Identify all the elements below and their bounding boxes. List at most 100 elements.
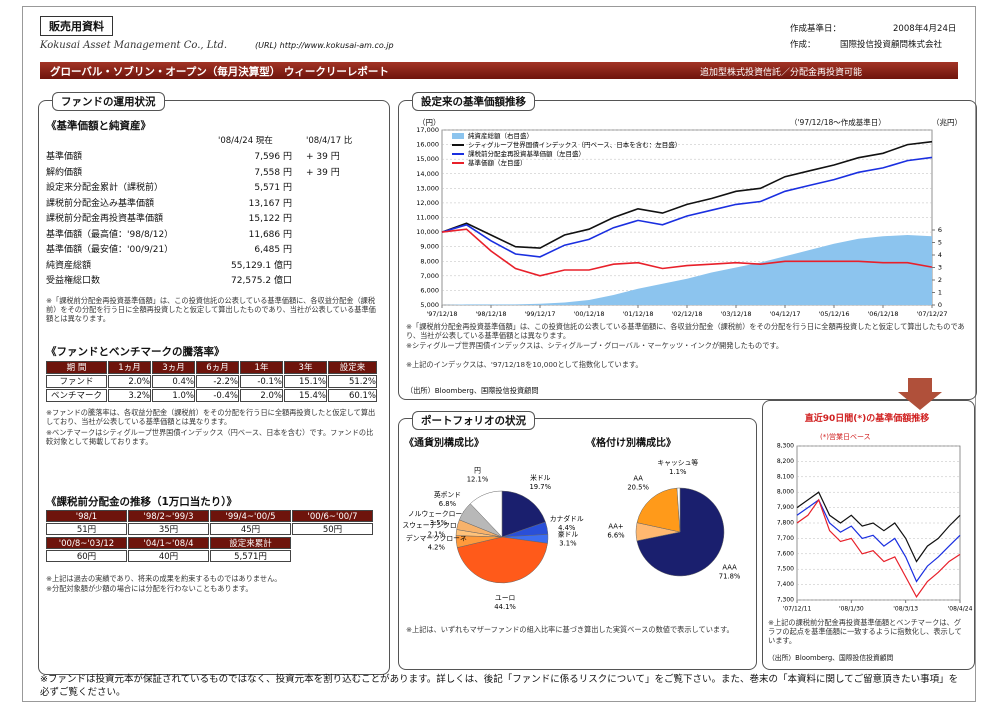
- line: [796, 498, 961, 583]
- y2-tick-label: 3: [938, 264, 942, 272]
- pie-title: 《格付け別構成比》: [586, 438, 676, 449]
- legend-label: 課税前分配金再投資基準価額（左目盛）: [468, 149, 585, 158]
- y-tick-label: 15,000: [416, 155, 439, 163]
- line: [441, 140, 933, 249]
- table-header: '98/1: [46, 510, 127, 522]
- source: （出所）Bloomberg、国際投信投資顧問: [768, 654, 894, 662]
- table-cell: 2.0%: [108, 375, 151, 388]
- y2-tick-label: 4: [938, 251, 942, 259]
- y-tick-label: 8,000: [777, 489, 794, 496]
- section-label: ファンドの運用状況: [52, 92, 165, 111]
- note: ※シティグループ世界国債インデックスは、シティグループ・グローバル・マーケッツ・…: [406, 341, 784, 350]
- y-tick-label: 7,800: [777, 520, 794, 527]
- table-cell: 3年: [284, 361, 327, 374]
- pie-title: 《通貨別構成比》: [404, 438, 484, 449]
- slice-label: 英ポンド: [434, 490, 461, 499]
- slice-value: 6.6%: [607, 532, 625, 540]
- row-value: 6,485 円: [254, 245, 292, 255]
- note: ※ファンドの騰落率は、各収益分配金（課税前）をその分配を行う日に全額再投資したと…: [46, 408, 376, 426]
- table-cell: -2.2%: [196, 375, 239, 388]
- slice-label: カナダドル: [550, 514, 584, 523]
- x-tick-label: '05/12/16: [819, 310, 850, 318]
- footer: ※ファンドは投資元本が保証されているものではなく、投資元本を割り込むことがありま…: [40, 674, 959, 698]
- y-tick-label: 8,100: [777, 473, 794, 480]
- slice-label: AA: [633, 475, 643, 483]
- row-label: 課税前分配金込み基準価額: [46, 198, 155, 209]
- table-cell: -0.4%: [196, 389, 239, 402]
- y-tick-label: 6,000: [420, 286, 439, 294]
- row-value: 15,122 円: [248, 214, 292, 224]
- row-label: 基準価額: [46, 152, 83, 162]
- slice-label: スウェーデンクローナ: [402, 521, 470, 530]
- legend-label: 基準価額（左目盛）: [468, 158, 527, 167]
- note: ※「課税前分配金再投資基準価額」は、この投資信託の公表している基準価額に、各収益…: [46, 296, 376, 323]
- x-tick-label: '04/12/17: [770, 310, 801, 318]
- row-label: 基準価額（最高値：'98/8/12）: [46, 229, 174, 240]
- table-cell: 6ヵ月: [196, 361, 239, 374]
- column-header: '08/4/17 比: [306, 136, 353, 146]
- x-tick-label: '08/3/13: [893, 606, 918, 613]
- line: [441, 156, 933, 258]
- tag: 販売用資料: [40, 16, 113, 36]
- y-tick-label: 11,000: [416, 214, 439, 222]
- note: ※上記の課税前分配金再投資基準価額とベンチマークは、グラフの起点を基準価額に一致…: [768, 618, 962, 645]
- line: [796, 491, 961, 563]
- y-tick-label: 16,000: [416, 141, 439, 149]
- y2-tick-label: 6: [938, 226, 942, 234]
- y-tick-label: 8,300: [777, 443, 794, 450]
- slice-label: キャッシュ等: [657, 458, 698, 467]
- table-header: '98/2~'99/3: [128, 510, 209, 522]
- table-cell: 51円: [46, 523, 127, 535]
- row-change: + 39 円: [306, 152, 340, 162]
- y-tick-label: 7,600: [777, 550, 794, 557]
- section-label: ポートフォリオの状況: [412, 411, 535, 430]
- slice-value: 2.1%: [428, 531, 446, 539]
- table-header: 設定来累計: [210, 537, 291, 549]
- table-title: 《ファンドとベンチマークの騰落率》: [46, 346, 225, 358]
- table-cell: 50円: [292, 523, 373, 535]
- recent-chart-panel: [762, 400, 975, 670]
- row-label: 基準価額（最安値：'00/9/21）: [46, 245, 174, 255]
- slice-label: 米ドル: [530, 473, 551, 482]
- y-tick-label: 13,000: [416, 184, 439, 192]
- slice-value: 44.1%: [494, 603, 516, 611]
- company: Kokusai Asset Management Co., Ltd.: [40, 40, 228, 51]
- line: [796, 498, 961, 599]
- date: 2008年4月24日: [893, 24, 957, 34]
- report-title: グローバル・ソブリン・オープン（毎月決算型） ウィークリーレポート: [50, 66, 389, 78]
- note: ※分配対象額が少額の場合には分配を行わないこともあります。: [46, 584, 253, 593]
- row-value: 72,575.2 億口: [231, 276, 292, 286]
- row-label: 受益権総口数: [46, 276, 101, 286]
- y-tick-label: 7,500: [777, 566, 794, 573]
- row-label: 課税前分配金再投資基準価額: [46, 214, 164, 224]
- row-value: 7,596 円: [254, 152, 292, 162]
- slice-value: 12.1%: [467, 476, 489, 484]
- y-tick-label: 7,400: [777, 581, 794, 588]
- table-cell: ベンチマーク: [46, 389, 107, 402]
- author-label: 作成：: [790, 40, 816, 50]
- note: ※「課税前分配金再投資基準価額」は、この投資信託の公表している基準価額に、各収益…: [406, 322, 965, 340]
- table-header: '00/6~'00/7: [292, 510, 373, 522]
- table-cell: 35円: [128, 523, 209, 535]
- y-tick-label: 5,000: [420, 301, 439, 309]
- table-cell: 3.2%: [108, 389, 151, 402]
- y2-tick-label: 0: [938, 301, 942, 309]
- x-tick-label: '03/12/18: [721, 310, 752, 318]
- y-tick-label: 7,000: [420, 272, 439, 280]
- author: 国際投信投資顧問株式会社: [840, 40, 943, 50]
- date-label: 作成基準日：: [790, 24, 842, 34]
- slice-label: 円: [474, 467, 481, 475]
- table-header: '04/1~'08/4: [128, 537, 209, 549]
- x-tick-label: '98/12/18: [476, 310, 507, 318]
- pie-slice: [469, 490, 503, 538]
- row-value: 5,571 円: [254, 183, 292, 193]
- table-cell: -0.1%: [240, 375, 283, 388]
- table-cell: 51.2%: [328, 375, 377, 388]
- subtitle: 《基準価額と純資産》: [46, 120, 151, 132]
- column-header: '08/4/24 現在: [218, 136, 273, 146]
- table-cell: 15.4%: [284, 389, 327, 402]
- y-tick-label: 12,000: [416, 199, 439, 207]
- note: ※上記は、いずれもマザーファンドの組入比率に基づき算出した実質ベースの数値で表示…: [406, 625, 734, 634]
- y-label: （円）: [418, 118, 441, 127]
- y-tick-label: 17,000: [416, 126, 439, 134]
